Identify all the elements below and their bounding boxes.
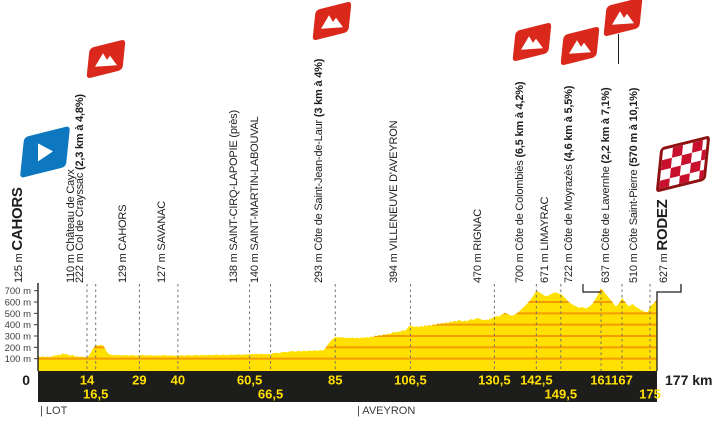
km-marker: 60,5 (237, 373, 262, 388)
km-marker: 106,5 (394, 373, 427, 388)
km-marker: 142,5 (520, 373, 553, 388)
axis-tick-label: 300 m (5, 332, 31, 343)
km-marker: 40 (171, 373, 185, 388)
elevation-area (38, 288, 657, 372)
department-label: | LOT (40, 405, 68, 417)
km-marker: 149,5 (545, 387, 578, 402)
km-marker: 85 (328, 373, 342, 388)
km-marker: 66,5 (258, 387, 283, 402)
finish-connector (656, 284, 682, 371)
department-label: | AVEYRON (357, 405, 415, 417)
axis-tick-label: 700 m (5, 286, 31, 297)
axis-tick-label: 600 m (5, 298, 31, 309)
km-zero-label: 0 (22, 372, 30, 388)
km-marker: 14 (80, 373, 95, 388)
km-marker: 29 (132, 373, 146, 388)
km-marker: 161 (590, 373, 612, 388)
axis-tick-label: 400 m (5, 320, 31, 331)
km-marker: 167 (611, 373, 633, 388)
km-marker: 130,5 (478, 373, 511, 388)
climb-connector (582, 284, 602, 293)
axis-tick-label: 200 m (5, 343, 31, 354)
km-marker: 175 (639, 387, 661, 402)
total-distance-label: 177 km (665, 372, 712, 388)
axis-tick-label: 500 m (5, 309, 31, 320)
axis-tick-label: 100 m (5, 354, 31, 365)
km-marker: 16,5 (83, 387, 108, 402)
distance-bar (38, 371, 657, 402)
